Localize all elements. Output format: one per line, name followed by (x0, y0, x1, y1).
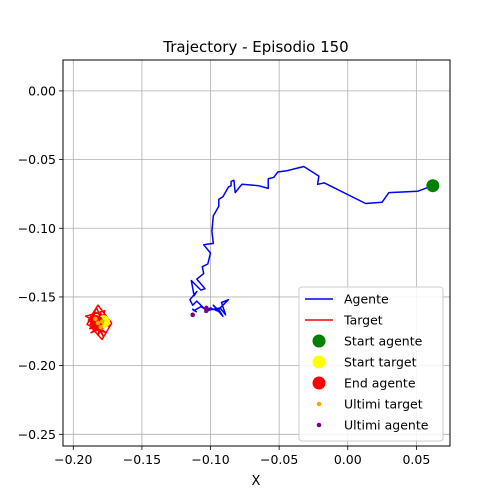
plot-frame (62, 59, 451, 447)
legend-swatch-start-target (312, 355, 326, 369)
point-ultimi-target (92, 316, 98, 322)
x-tick-label: −0.15 (123, 452, 161, 467)
point-start-agente (426, 179, 440, 193)
legend-label-ultimi-target: Ultimi target (344, 397, 423, 412)
legend-swatch-ultimi-target (316, 401, 322, 407)
x-tick-label: 0.05 (402, 452, 430, 467)
x-axis-label: X (252, 474, 261, 489)
plot-area (62, 59, 451, 447)
legend-swatch-ultimi-agente (316, 422, 322, 428)
point-ultimi-agente (190, 312, 195, 318)
point-ultimi-target (95, 320, 101, 326)
legend-label-start-agente: Start agente (344, 334, 423, 349)
legend: Agente Target Start agente Start target End … (298, 286, 444, 442)
legend-label-target: Target (343, 313, 383, 328)
legend-swatch-end-agente (312, 376, 326, 390)
point-ultimi-target (99, 319, 105, 324)
chart-title: Trajectory - Episodio 150 (162, 38, 348, 56)
y-tick-label: −0.20 (18, 358, 56, 373)
x-tick-label: −0.20 (54, 452, 92, 467)
y-tick-label: −0.10 (18, 221, 56, 236)
point-ultimi-agente (204, 305, 209, 311)
x-tick-label: −0.10 (191, 452, 229, 467)
x-tick-label: 0.00 (334, 452, 362, 467)
series-line-agente (189, 165, 434, 317)
legend-label-ultimi-agente: Ultimi agente (344, 418, 429, 433)
x-tick-label: −0.05 (260, 452, 298, 467)
y-tick-label: −0.15 (18, 289, 56, 304)
legend-box (298, 286, 444, 442)
legend-label-start-target: Start target (344, 355, 417, 370)
legend-label-agente: Agente (344, 292, 389, 307)
y-axis: 0.00 −0.05 −0.10 −0.15 −0.20 −0.25 (18, 83, 63, 442)
y-tick-label: 0.00 (28, 83, 56, 98)
series-layer (84, 165, 440, 341)
legend-swatch-start-agente (312, 334, 326, 348)
x-axis: −0.20 −0.15 −0.10 −0.05 0.00 0.05 (54, 446, 430, 467)
point-ultimi-target (98, 324, 104, 330)
legend-label-end-agente: End agente (344, 376, 416, 391)
y-tick-label: −0.25 (18, 427, 56, 442)
y-tick-label: −0.05 (18, 152, 56, 167)
